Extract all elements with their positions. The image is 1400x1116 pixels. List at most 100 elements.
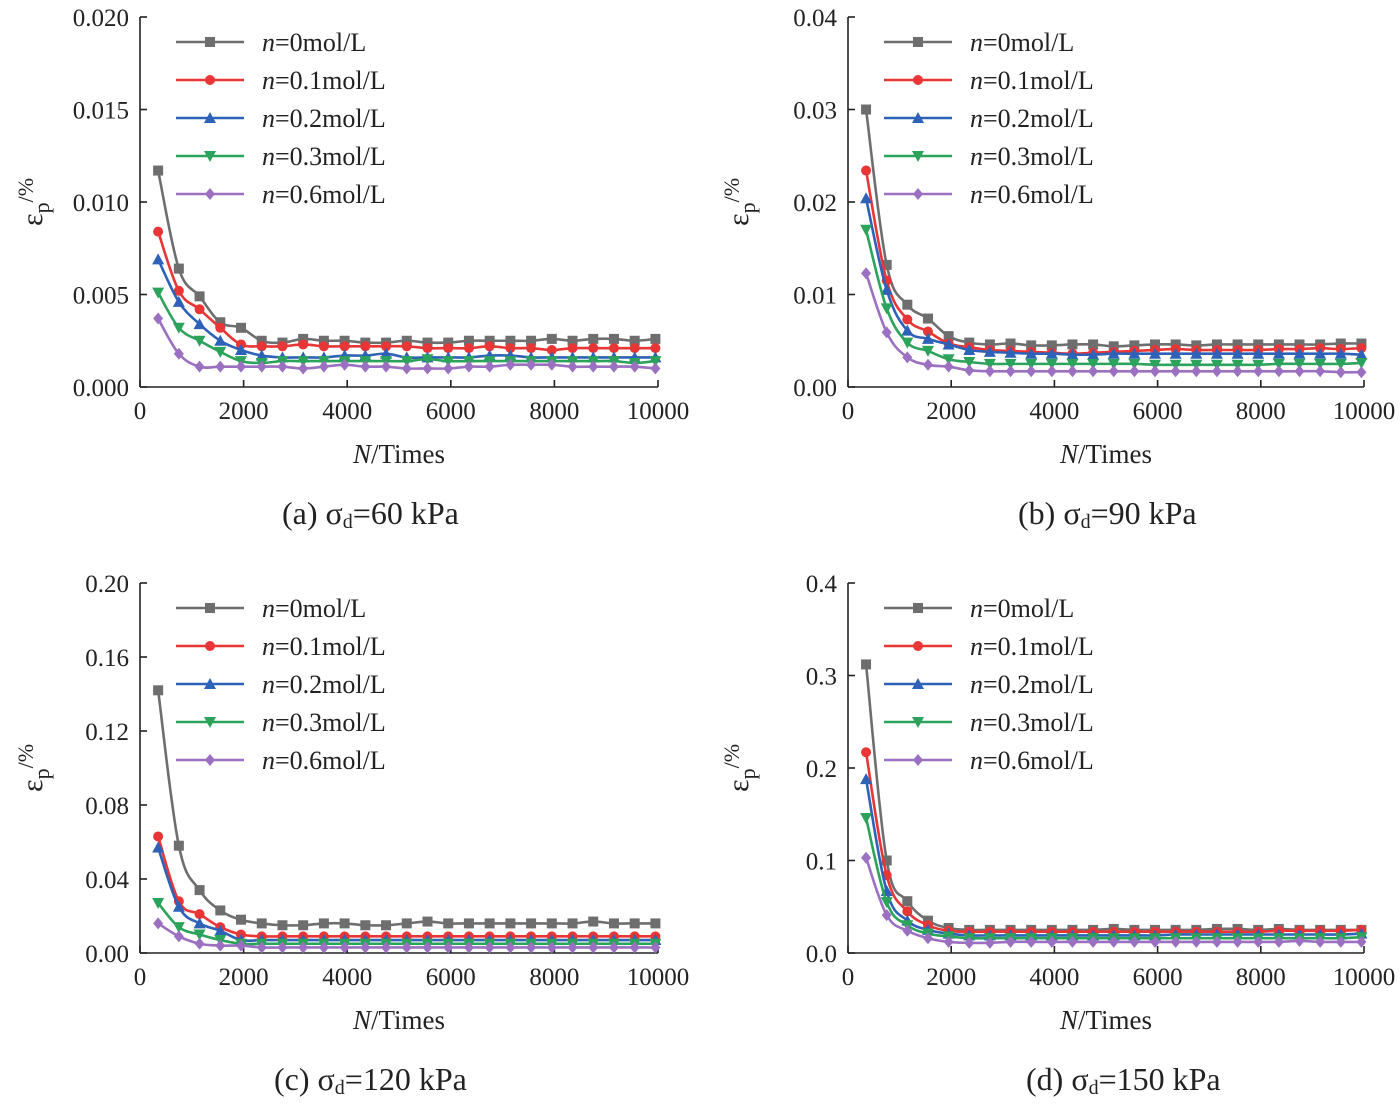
data-point [298,941,309,954]
series-n06 [153,312,661,375]
data-point [152,253,165,265]
y-tick-label: 0.010 [73,190,129,217]
data-point [1273,365,1284,378]
legend-item: n=0.1mol/L [884,66,1094,95]
data-point [463,335,474,346]
chart-c: 0.00 0.04 0.08 0.12 0.16 0.20 0 2000 4000 6000 800… [13,571,689,1035]
data-point [215,360,226,373]
legend-label: n=0.3mol/L [970,142,1094,171]
data-point [608,360,619,373]
data-point [567,941,578,954]
series-line [864,778,1362,937]
data-point [256,341,267,352]
data-point [152,287,165,299]
legend-marker [913,75,923,85]
data-point [1315,365,1326,378]
data-point [1335,366,1346,379]
data-point [1088,365,1099,378]
data-point [1315,935,1326,948]
data-point [567,335,578,346]
caption-a-sub: d [342,511,353,533]
legend-marker [913,603,923,613]
legend-item: n=0.1mol/L [884,632,1094,661]
data-point [173,347,184,360]
legend-item: n=0.1mol/L [176,66,386,95]
data-point [484,941,495,954]
legend-label: n=0.6mol/L [970,746,1094,775]
x-axis-title: N/Times [1059,1005,1152,1035]
data-point [880,303,893,315]
data-point [194,937,205,950]
y-tick-label: 0.00 [85,941,129,968]
data-point [172,295,185,307]
data-point [484,341,495,352]
data-point [381,941,392,954]
caption-b-prefix: (b) σ [1018,495,1081,531]
data-point [215,322,226,333]
y-tick-label: 0.20 [85,571,129,598]
data-point [861,851,872,864]
legend-marker [205,37,215,47]
chart-b: 0.00 0.01 0.02 0.03 0.04 0 2000 4000 6000 8000 100… [719,5,1396,469]
data-point [443,337,454,348]
data-point [983,345,996,357]
data-point [860,773,873,785]
data-point [173,263,184,274]
x-tick-label: 8000 [1236,964,1286,991]
caption-c-prefix: (c) σ [274,1061,335,1097]
legend-label: n=0.6mol/L [262,746,386,775]
data-point [401,341,412,352]
caption-c-sub: d [334,1077,345,1099]
panel-b: 0.00 0.01 0.02 0.03 0.04 0 2000 4000 6000 8000 100… [706,0,1400,551]
data-point [921,345,934,357]
data-point [1046,935,1057,948]
data-point [1088,339,1099,350]
x-tick-label: 6000 [426,398,476,425]
data-point [1067,339,1078,350]
data-point [861,267,872,280]
x-tick-label: 10000 [1333,964,1396,991]
data-point [567,360,578,373]
legend-marker [913,37,923,47]
x-tick-label: 4000 [1029,964,1079,991]
data-point [963,344,976,355]
data-point [1004,358,1017,370]
data-point [1129,365,1140,378]
caption-b: (b) σd=90 kPa [1018,495,1197,534]
data-point [401,362,412,375]
data-point [152,841,165,853]
data-point [236,322,247,333]
legend-marker [913,754,923,766]
data-point [1004,346,1017,358]
x-tick-label: 2000 [926,398,976,425]
data-point [505,343,516,354]
data-point [546,333,557,344]
data-point [902,314,913,325]
x-tick-label: 10000 [1333,398,1396,425]
data-point [1211,935,1222,948]
legend-item: n=0mol/L [884,594,1074,623]
data-point [546,918,557,929]
data-point [1293,347,1306,359]
data-point [1129,340,1140,351]
data-point [1108,341,1119,352]
legend-item: n=0.3mol/L [884,142,1094,171]
data-point [881,855,892,866]
data-point [588,343,599,354]
data-point [153,226,164,237]
data-point [608,333,619,344]
data-point [650,343,661,354]
data-point [194,304,205,315]
legend-item: n=0.2mol/L [176,104,386,133]
data-point [505,335,516,346]
data-point [1046,340,1057,351]
data-point [963,357,976,369]
data-point [1025,347,1038,359]
y-tick-label: 0.02 [793,190,837,217]
data-point [153,685,164,696]
data-point [236,939,247,952]
data-point [194,909,205,920]
data-point [442,356,455,368]
data-point [860,224,873,236]
legend-label: n=0.1mol/L [970,632,1094,661]
